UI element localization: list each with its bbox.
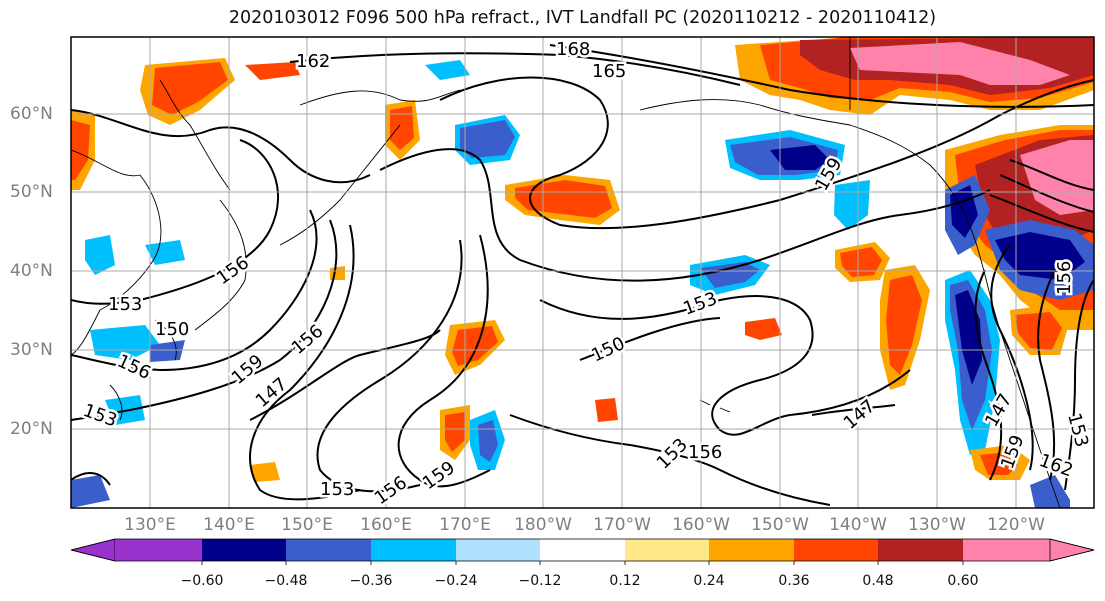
colorbar-segment bbox=[202, 539, 286, 561]
lat-label: 30°N bbox=[10, 340, 53, 360]
colorbar-outline bbox=[70, 538, 1095, 562]
colorbar-segment bbox=[371, 539, 456, 561]
colorbar-tick-label: 0.36 bbox=[778, 573, 810, 589]
colorbar-segment bbox=[878, 539, 963, 561]
coastlines bbox=[71, 37, 1061, 508]
lon-label: 160°E bbox=[360, 515, 412, 535]
lat-label: 50°N bbox=[10, 182, 53, 202]
colorbar-segment bbox=[709, 539, 794, 561]
lat-label: 60°N bbox=[10, 104, 53, 124]
lon-label: 140°W bbox=[829, 515, 887, 535]
colorbar-tick-label: 0.48 bbox=[862, 573, 894, 589]
graticule bbox=[71, 37, 1094, 508]
contour-label: 153 bbox=[108, 294, 142, 315]
lon-label: 130°W bbox=[908, 515, 966, 535]
map-frame bbox=[70, 36, 1095, 509]
contour-label: 162 bbox=[296, 51, 330, 72]
colorbar-tick-label: −0.60 bbox=[180, 573, 224, 589]
colorbar-segment bbox=[540, 539, 625, 561]
contour-label: 156 bbox=[688, 442, 722, 463]
colorbar-extend-low bbox=[70, 538, 116, 562]
lon-label: 150°E bbox=[281, 515, 333, 535]
colorbar-extend-high bbox=[1049, 538, 1095, 562]
colorbar-segment bbox=[794, 539, 878, 561]
colorbar-tick-label: −0.36 bbox=[349, 573, 393, 589]
page-title: 2020103012 F096 500 hPa refract., IVT La… bbox=[228, 8, 937, 28]
lon-label: 150°W bbox=[751, 515, 809, 535]
contour-lines bbox=[71, 44, 1094, 506]
contour-label: 153 bbox=[320, 479, 354, 500]
colorbar-tick-label: −0.12 bbox=[518, 573, 562, 589]
lon-label: 170°W bbox=[593, 515, 651, 535]
contour-label: 156 bbox=[1054, 261, 1075, 295]
colorbar-tick-label: −0.48 bbox=[264, 573, 308, 589]
lat-label: 40°N bbox=[10, 261, 53, 281]
lon-label: 160°W bbox=[672, 515, 730, 535]
contour-label: 150 bbox=[155, 319, 189, 340]
colorbar-tick-label: −0.24 bbox=[434, 573, 478, 589]
lon-label: 140°E bbox=[203, 515, 255, 535]
lon-label: 170°E bbox=[439, 515, 491, 535]
lon-label: 130°E bbox=[124, 515, 176, 535]
colorbar-segment bbox=[625, 539, 709, 561]
colorbar-segment bbox=[115, 539, 202, 561]
colorbar-tick-label: 0.60 bbox=[947, 573, 979, 589]
colorbar bbox=[70, 538, 1095, 565]
colorbar-segment bbox=[963, 539, 1050, 561]
colorbar-tick-label: 0.24 bbox=[693, 573, 725, 589]
colorbar-segment bbox=[286, 539, 371, 561]
colorbar-tick-label: 0.12 bbox=[609, 573, 641, 589]
colorbar-segment bbox=[456, 539, 540, 561]
lat-label: 20°N bbox=[10, 419, 53, 439]
ivt-anomaly-fill bbox=[71, 37, 1094, 508]
lon-label: 180°W bbox=[514, 515, 572, 535]
contour-label: 168 bbox=[556, 39, 590, 60]
contour-label: 165 bbox=[592, 61, 626, 82]
lon-label: 120°W bbox=[987, 515, 1045, 535]
